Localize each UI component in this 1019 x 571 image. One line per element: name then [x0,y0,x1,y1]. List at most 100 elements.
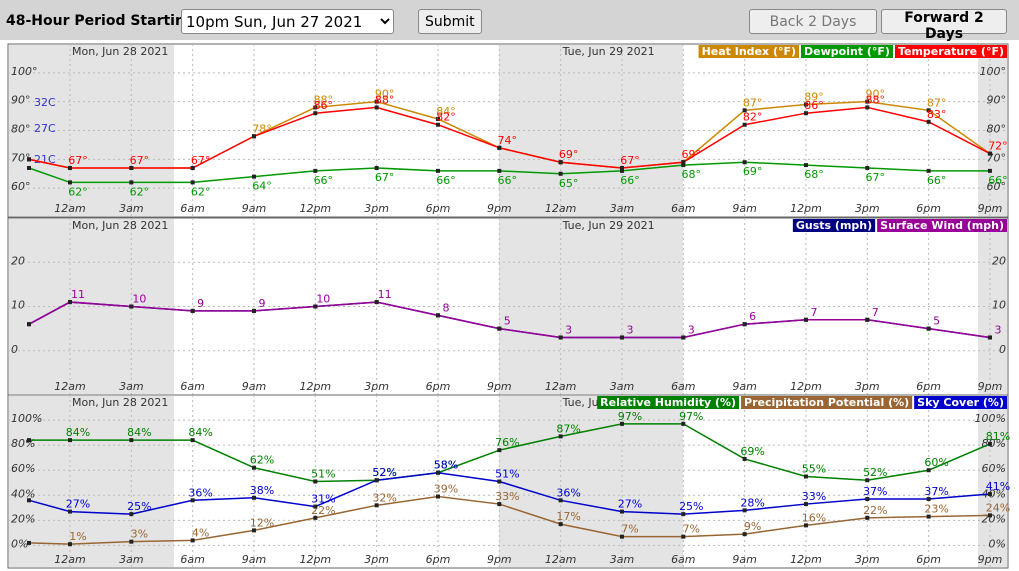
data-label: 62° [68,185,88,198]
data-label: 86° [314,99,334,112]
data-label: 22% [863,504,887,517]
data-label: 41% [986,480,1010,493]
x-tick-label: 6am [671,553,695,566]
data-label: 72° [988,140,1008,153]
data-label: 3 [565,323,572,336]
data-label: 68° [804,168,824,181]
y-tick-label-right: 80% [982,437,1006,450]
data-point [681,534,686,539]
y-tick-label-right: 40% [982,487,1006,500]
data-label: 8 [442,301,449,314]
x-tick-label: 3pm [364,553,389,566]
y-tick-label-right: 10 [992,299,1006,312]
y-tick-label: 40% [11,487,35,500]
data-label: 84% [127,426,151,439]
data-point [435,168,440,173]
data-point [374,99,379,104]
data-point [435,116,440,121]
data-label: 10 [316,293,330,306]
x-tick-label: 9am [242,202,266,215]
y-tick-label: 90° [11,94,31,107]
data-label: 9 [197,297,204,310]
day-label: Tue, Jun 29 2021 [562,219,655,232]
data-point [926,108,931,113]
data-point [803,523,808,528]
data-label: 27% [618,498,642,511]
legend-label: Heat Index (°F) [702,45,796,58]
x-tick-label: 3pm [364,202,389,215]
x-tick-label: 12am [54,553,85,566]
day-label: Tue, Jun 29 2021 [562,45,655,58]
data-label: 90° [375,88,395,101]
data-label: 11 [71,288,85,301]
x-tick-label: 6am [180,380,204,393]
data-label: 16% [802,511,826,524]
night-shade [9,396,174,567]
data-point [865,478,870,483]
data-point [681,512,686,517]
y-tick-label: 20% [11,512,35,525]
x-tick-label: 12pm [299,380,331,393]
night-shade [499,45,683,216]
data-label: 66° [314,174,334,187]
data-label: 33% [495,490,519,503]
data-point [619,509,624,514]
y-tick-label-right: 60% [982,462,1006,475]
data-point [129,180,134,185]
data-point [129,438,134,443]
data-point [803,163,808,168]
x-tick-label: 12pm [299,553,331,566]
data-point [865,105,870,110]
submit-button[interactable]: Submit [418,9,482,34]
data-point [68,180,72,185]
y-tick-label-right: 100° [980,65,1007,78]
data-label: 39% [434,483,458,496]
data-point [926,119,931,124]
legend-label: Relative Humidity (%) [600,396,736,409]
data-point [190,538,195,543]
data-point [251,495,256,500]
period-select[interactable]: 10pm Sun, Jun 27 2021 [181,9,394,34]
data-label: 66° [988,174,1008,187]
back-button[interactable]: Back 2 Days [749,9,877,34]
legend-box [741,396,913,409]
night-shade [978,45,1007,216]
data-label: 97% [618,410,642,423]
data-point [865,165,870,170]
data-point [251,134,256,139]
data-label: 38% [250,484,274,497]
data-point [497,168,502,173]
x-tick-label: 9pm [487,553,512,566]
data-point [313,479,318,484]
legend-label: Precipitation Potential (%) [744,396,909,409]
data-label: 28% [740,496,764,509]
data-label: 69% [740,445,764,458]
data-point [251,528,256,533]
data-point [619,335,624,340]
data-label: 87% [556,422,580,435]
y-tick-label-right: 0 [999,343,1006,356]
data-point [313,111,318,116]
data-point [803,102,808,107]
data-point [558,335,563,340]
data-point [435,313,440,318]
data-label: 67° [620,154,640,167]
data-point [129,165,134,170]
x-tick-label: 6am [671,380,695,393]
forward-button[interactable]: Forward 2 Days [881,9,1007,42]
night-shade [978,219,1007,394]
x-tick-label: 3am [119,380,143,393]
night-shade [9,45,174,216]
y-tick-label-right: 90° [987,94,1007,107]
data-point [313,304,318,309]
data-point [129,539,134,544]
data-point [374,478,379,483]
legend-box [914,396,1007,409]
data-label: 33% [802,490,826,503]
data-label: 84% [66,426,90,439]
x-tick-label: 6pm [426,380,451,393]
data-label: 10 [132,293,146,306]
data-label: 66° [927,174,947,187]
